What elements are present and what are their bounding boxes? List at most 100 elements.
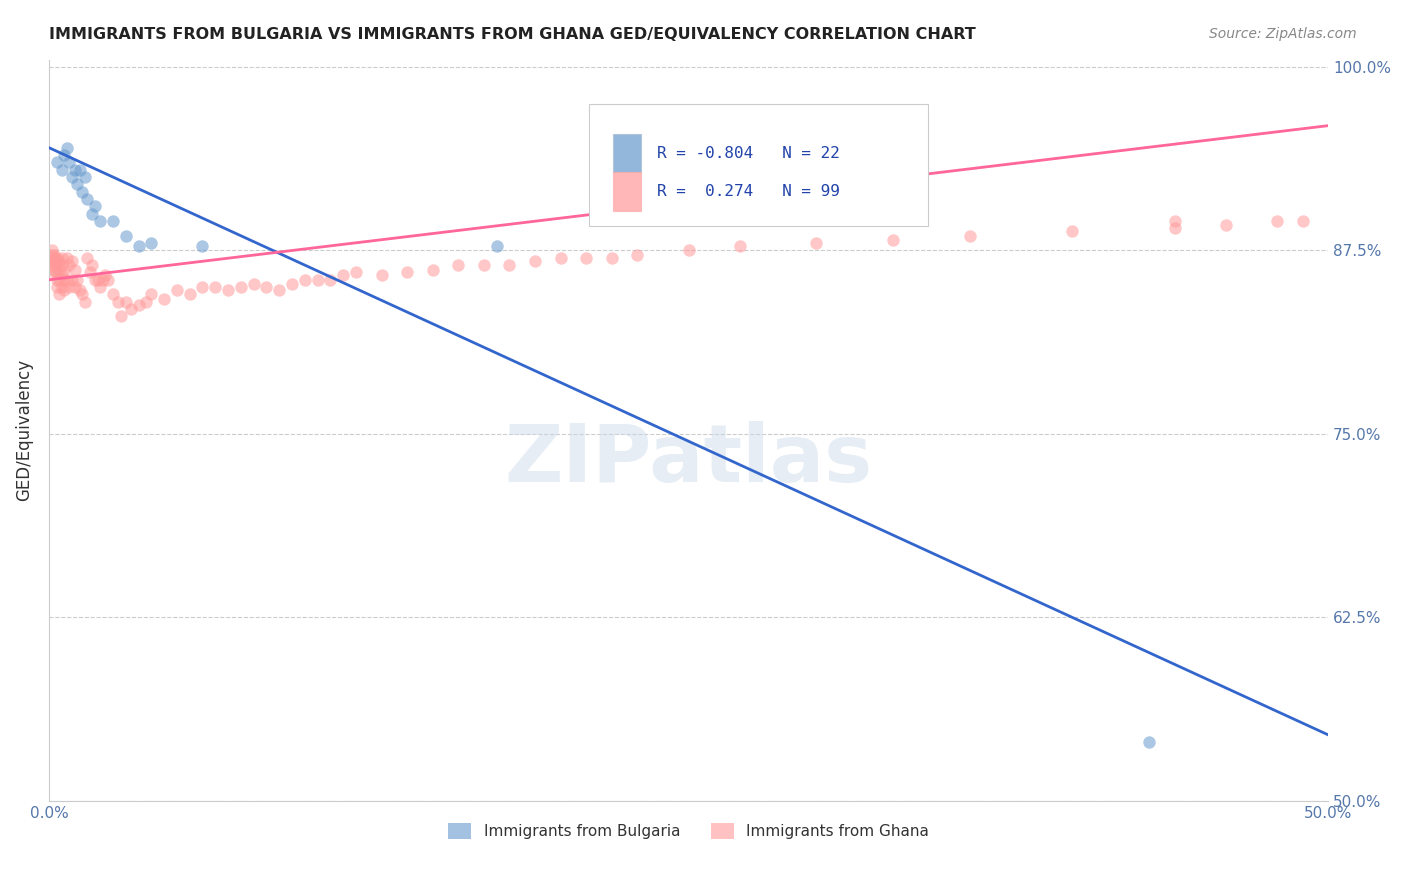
Point — [204, 280, 226, 294]
Point — [53, 262, 76, 277]
Point — [41, 251, 63, 265]
Point — [97, 273, 120, 287]
Point — [1265, 214, 1288, 228]
Point — [959, 228, 981, 243]
Point — [678, 244, 700, 258]
Point — [294, 273, 316, 287]
Y-axis label: GED/Equivalency: GED/Equivalency — [15, 359, 32, 501]
Point — [42, 262, 65, 277]
Point — [51, 258, 73, 272]
Point — [42, 248, 65, 262]
Point — [89, 280, 111, 294]
Point — [84, 199, 107, 213]
FancyBboxPatch shape — [613, 134, 641, 172]
Point — [66, 273, 89, 287]
Point — [48, 262, 70, 277]
Point — [422, 262, 444, 277]
Point — [472, 258, 495, 272]
Point — [73, 294, 96, 309]
Point — [56, 251, 79, 265]
Point — [281, 277, 304, 292]
Point — [63, 280, 86, 294]
Point — [60, 273, 83, 287]
Point — [626, 248, 648, 262]
Point — [269, 283, 291, 297]
Point — [191, 280, 214, 294]
Point — [82, 258, 104, 272]
Point — [1215, 219, 1237, 233]
Point — [41, 258, 63, 272]
Point — [370, 268, 392, 283]
Point — [550, 251, 572, 265]
Point — [41, 244, 63, 258]
Point — [806, 236, 828, 251]
Point — [101, 287, 124, 301]
Point — [70, 287, 93, 301]
Text: IMMIGRANTS FROM BULGARIA VS IMMIGRANTS FROM GHANA GED/EQUIVALENCY CORRELATION CH: IMMIGRANTS FROM BULGARIA VS IMMIGRANTS F… — [49, 27, 976, 42]
Point — [69, 162, 91, 177]
Point — [69, 283, 91, 297]
Point — [84, 273, 107, 287]
Point — [179, 287, 201, 301]
Point — [128, 298, 150, 312]
Point — [882, 233, 904, 247]
Point — [110, 310, 132, 324]
Point — [66, 178, 89, 192]
Text: ZIPatlas: ZIPatlas — [505, 421, 873, 499]
Point — [51, 251, 73, 265]
Point — [53, 148, 76, 162]
Point — [58, 258, 80, 272]
Point — [63, 162, 86, 177]
Point — [141, 287, 163, 301]
Point — [498, 258, 520, 272]
Point — [135, 294, 157, 309]
Point — [82, 207, 104, 221]
Point — [114, 294, 136, 309]
Point — [1137, 735, 1160, 749]
Point — [1062, 224, 1084, 238]
Point — [114, 228, 136, 243]
Text: R =  0.274   N = 99: R = 0.274 N = 99 — [657, 184, 839, 199]
Point — [45, 273, 67, 287]
Point — [575, 251, 598, 265]
Point — [45, 155, 67, 169]
Point — [76, 192, 98, 206]
Point — [1163, 221, 1185, 235]
Point — [94, 268, 117, 283]
Point — [51, 280, 73, 294]
Point — [58, 280, 80, 294]
Point — [51, 162, 73, 177]
Point — [45, 251, 67, 265]
Point — [41, 253, 63, 268]
Point — [86, 273, 108, 287]
Point — [153, 292, 176, 306]
Point — [332, 268, 354, 283]
Point — [524, 253, 547, 268]
Point — [128, 239, 150, 253]
Point — [242, 277, 264, 292]
Point — [45, 280, 67, 294]
Point — [45, 265, 67, 279]
Point — [53, 273, 76, 287]
Point — [728, 239, 751, 253]
Point — [217, 283, 239, 297]
Point — [45, 253, 67, 268]
Point — [56, 273, 79, 287]
Point — [56, 141, 79, 155]
Point — [91, 273, 114, 287]
Point — [254, 280, 277, 294]
Point — [344, 265, 367, 279]
Point — [41, 248, 63, 262]
Point — [485, 239, 508, 253]
FancyBboxPatch shape — [613, 172, 641, 211]
Point — [76, 251, 98, 265]
Point — [42, 258, 65, 272]
Text: R = -0.804   N = 22: R = -0.804 N = 22 — [657, 145, 839, 161]
Point — [101, 214, 124, 228]
Point — [53, 283, 76, 297]
Point — [58, 155, 80, 169]
Point — [42, 251, 65, 265]
Point — [191, 239, 214, 253]
Point — [229, 280, 252, 294]
Point — [70, 185, 93, 199]
